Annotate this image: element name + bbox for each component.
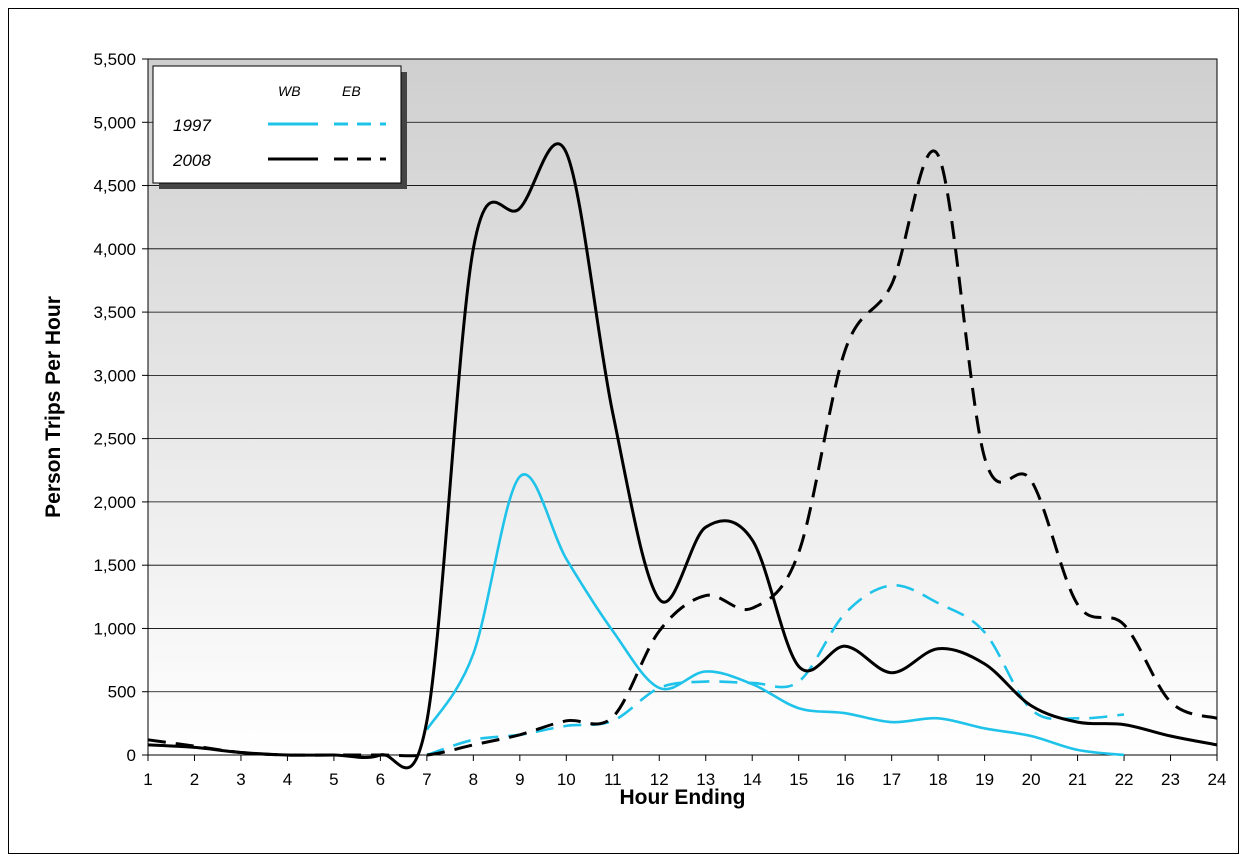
y-tick-label: 3,500	[93, 303, 136, 322]
x-tick-label: 13	[696, 770, 715, 789]
x-tick-label: 15	[789, 770, 808, 789]
x-tick-label: 20	[1022, 770, 1041, 789]
x-tick-label: 11	[604, 770, 622, 789]
x-tick-label: 22	[1115, 770, 1134, 789]
x-tick-label: 19	[975, 770, 994, 789]
series-lines	[147, 142, 1218, 770]
y-tick-label: 3,000	[93, 366, 136, 385]
axes: 0 500 1,000 1,500 2,000 2,500 3,000 3,500 4,000 4…	[93, 50, 1226, 789]
x-tick-label: 10	[557, 770, 576, 789]
x-tick-label: 2	[190, 770, 199, 789]
y-tick-label: 1,500	[93, 556, 136, 575]
y-axis-title: Person Trips Per Hour	[42, 296, 65, 518]
x-tick-label: 7	[422, 770, 431, 789]
legend-column-eb: EB	[342, 83, 361, 99]
y-tick-label: 500	[108, 683, 136, 702]
y-tick-label: 4,500	[93, 177, 136, 196]
x-tick-label: 1	[143, 770, 152, 789]
y-tick-label: 5,000	[93, 113, 136, 132]
y-tick-label: 2,000	[93, 493, 136, 512]
x-tick-label: 12	[650, 770, 669, 789]
x-tick-label: 14	[743, 770, 762, 789]
y-tick-label: 5,500	[93, 50, 136, 69]
x-tick-label: 17	[882, 770, 901, 789]
y-tick-label: 0	[127, 746, 136, 765]
chart-frame	[8, 8, 1239, 854]
x-tick-label: 21	[1068, 770, 1087, 789]
x-tick-label: 16	[836, 770, 855, 789]
x-axis-title: Hour Ending	[620, 786, 746, 809]
x-tick-label: 23	[1161, 770, 1180, 789]
y-tick-label: 1,000	[93, 619, 136, 638]
legend-column-wb: WB	[278, 83, 301, 99]
legend-row-2008: 2008	[172, 151, 211, 170]
x-tick-label: 6	[376, 770, 385, 789]
series-line-2008-wb	[147, 142, 1218, 770]
series-line-2008-eb	[147, 149, 1218, 758]
legend-row-1997: 1997	[173, 116, 211, 135]
x-tick-label: 9	[515, 770, 524, 789]
series-line-1997-eb	[426, 584, 1125, 757]
legend: WB EB 1997 2008	[152, 65, 407, 189]
x-tick-label: 4	[283, 770, 292, 789]
x-tick-label: 18	[929, 770, 948, 789]
y-tick-label: 2,500	[93, 430, 136, 449]
series-line-1997-wb	[425, 473, 1125, 757]
y-tick-label: 4,000	[93, 240, 136, 259]
x-tick-label: 5	[329, 770, 338, 789]
x-tick-label: 3	[236, 770, 245, 789]
x-tick-label: 24	[1208, 770, 1227, 789]
x-tick-label: 8	[469, 770, 478, 789]
